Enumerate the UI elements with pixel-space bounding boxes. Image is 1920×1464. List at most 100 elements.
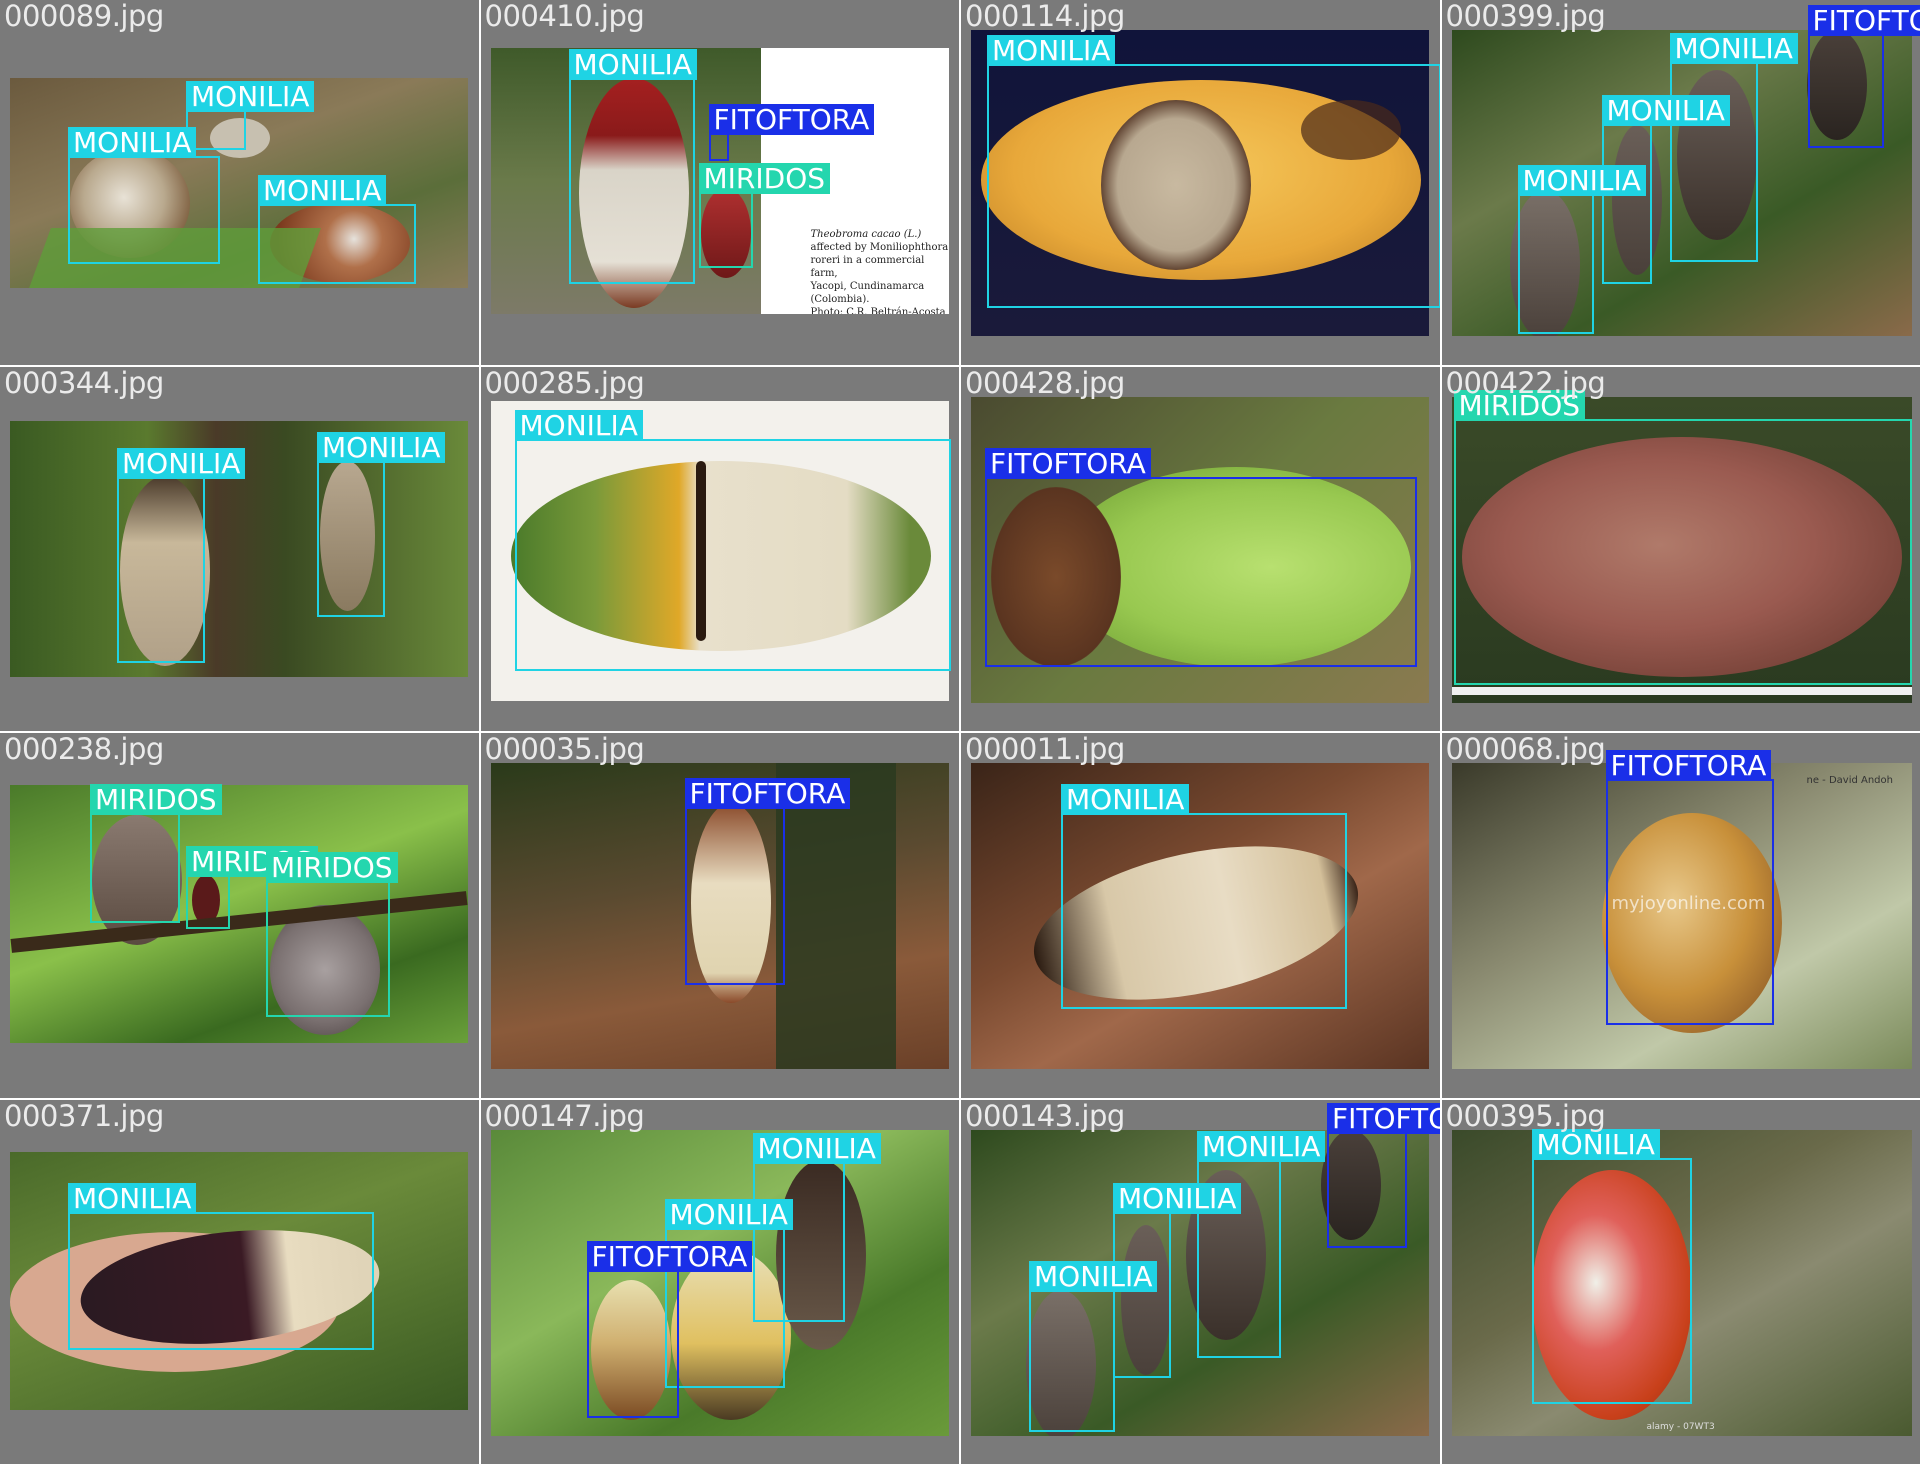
- detection-label: MONILIA: [987, 35, 1116, 66]
- image-tile: 000147.jpg MONILIA MONILIA FITOFTORA: [480, 1099, 959, 1464]
- caption-line: affected by Moniliophthora: [810, 242, 949, 253]
- detection-label: MONILIA: [117, 447, 246, 479]
- detection-box-miridos: MIRIDOS: [186, 846, 318, 929]
- cacao-photo: alamy - 07WT3: [1451, 1129, 1912, 1436]
- image-tile: 000344.jpg MONILIA MONILIA: [0, 366, 479, 731]
- detection-box-monilia: MONILIA: [186, 81, 315, 150]
- detection-label: MIRIDOS: [90, 784, 222, 815]
- detection-box-monilia: MONILIA: [317, 431, 446, 617]
- image-filename: 000344.jpg: [4, 366, 164, 400]
- detection-label: MONILIA: [514, 409, 643, 441]
- image-filename: 000089.jpg: [4, 0, 164, 33]
- detection-box-monilia: MONILIA: [1061, 784, 1347, 1009]
- cacao-photo: [971, 30, 1429, 336]
- detection-box-monilia: MONILIA: [1517, 165, 1646, 334]
- detection-label: FITOFTORA: [586, 1240, 753, 1272]
- detection-box-monilia: MONILIA: [1601, 95, 1730, 284]
- image-filename: 000395.jpg: [1445, 1099, 1606, 1133]
- detection-box-fitoftora: FITOFTORA: [1327, 1102, 1440, 1248]
- detection-box-miridos: MIRIDOS: [698, 163, 831, 268]
- watermark-text: myjoyonline.com: [1611, 893, 1766, 914]
- detection-box-fitoftora: FITOFTORA: [985, 447, 1417, 667]
- detection-box-monilia: MONILIA: [258, 175, 416, 284]
- image-tile: 000114.jpg MONILIA: [961, 0, 1440, 365]
- detection-label: FITOFTORA: [684, 778, 851, 809]
- detection-label: MONILIA: [664, 1198, 793, 1230]
- image-tile: 000428.jpg FITOFTORA: [961, 366, 1440, 731]
- detection-label: FITOFTORA: [1327, 1102, 1440, 1134]
- cacao-photo: myjoyonline.com ne - David Andoh: [1451, 763, 1912, 1069]
- cacao-photo: [490, 400, 949, 701]
- image-filename: 000410.jpg: [484, 0, 645, 33]
- detection-label: MIRIDOS: [698, 163, 831, 194]
- detection-label: MONILIA: [1029, 1260, 1158, 1292]
- image-filename: 000011.jpg: [965, 733, 1125, 766]
- cacao-photo: [490, 1129, 949, 1436]
- detection-label: MONILIA: [68, 127, 197, 158]
- detection-box-miridos: MIRIDOS: [90, 784, 222, 923]
- detection-label: FITOFTORA: [1605, 750, 1772, 781]
- image-tile: 000371.jpg MONILIA: [0, 1099, 479, 1464]
- credit-text: ne - David Andoh: [1806, 775, 1894, 786]
- image-filename: 000422.jpg: [1445, 366, 1606, 400]
- cacao-photo: [490, 763, 949, 1069]
- detection-label: MONILIA: [1531, 1128, 1660, 1160]
- detection-box-monilia: MONILIA: [68, 1182, 374, 1350]
- detection-label: MONILIA: [1061, 784, 1190, 815]
- detection-box-fitoftora: FITOFTORA: [708, 104, 875, 161]
- image-tile: myjoyonline.com ne - David Andoh 000068.…: [1441, 733, 1920, 1098]
- detection-box-monilia: MONILIA: [568, 49, 697, 284]
- detection-label: MIRIDOS: [1453, 389, 1586, 421]
- detection-label: MONILIA: [68, 1182, 197, 1214]
- image-tile: 000422.jpg MIRIDOS: [1441, 366, 1920, 731]
- detection-label: MONILIA: [1601, 95, 1730, 126]
- detection-box-monilia: MONILIA: [514, 409, 951, 671]
- image-tile: 000143.jpg FITOFTORA MONILIA MONILIA MON…: [961, 1099, 1440, 1464]
- image-tile: 000035.jpg FITOFTORA: [480, 733, 959, 1098]
- cacao-photo: [10, 78, 468, 288]
- image-tile: 000011.jpg MONILIA: [961, 733, 1440, 1098]
- detection-box-fitoftora: FITOFTORA: [1807, 5, 1920, 148]
- detection-box-miridos: MIRIDOS: [1453, 389, 1912, 685]
- detection-label: MONILIA: [186, 81, 315, 112]
- detection-box-fitoftora: FITOFTORA: [586, 1240, 753, 1418]
- image-filename: 000238.jpg: [4, 733, 164, 766]
- detection-label: FITOFTORA: [708, 104, 875, 135]
- detection-label: MIRIDOS: [266, 852, 398, 883]
- image-filename: 000147.jpg: [484, 1099, 645, 1133]
- detection-box-monilia: MONILIA: [68, 127, 220, 264]
- detection-box-monilia: MONILIA: [664, 1198, 793, 1388]
- image-filename: 000143.jpg: [965, 1099, 1125, 1133]
- image-filename: 000371.jpg: [4, 1099, 164, 1133]
- detection-label: MONILIA: [1197, 1130, 1326, 1162]
- caption-line: Theobroma cacao (L.): [810, 229, 922, 240]
- caption-line: Yacopi, Cundinamarca: [810, 281, 925, 292]
- detection-box-monilia: MONILIA: [1531, 1128, 1692, 1404]
- detection-box-monilia: MONILIA: [1197, 1130, 1326, 1358]
- detection-box-monilia: MONILIA: [1113, 1182, 1242, 1378]
- image-filename: 000285.jpg: [484, 366, 645, 400]
- detection-box-fitoftora: FITOFTORA: [684, 778, 851, 985]
- image-filename: 000428.jpg: [965, 366, 1125, 400]
- image-tile: 000089.jpg MONILIA MONILIA MONILIA: [0, 0, 479, 365]
- caption-line: Photo: C.R. Beltrán-Acosta: [810, 307, 946, 314]
- detection-label: MONILIA: [752, 1132, 881, 1164]
- detection-label: MONILIA: [258, 175, 387, 206]
- caption-line: roreri in a commercial farm,: [810, 255, 925, 279]
- cacao-photo: [10, 785, 468, 1043]
- detection-box-fitoftora: FITOFTORA: [1605, 750, 1774, 1025]
- detection-label: MONILIA: [1669, 33, 1798, 64]
- image-filename: 000068.jpg: [1445, 733, 1606, 766]
- cacao-photo: [971, 396, 1429, 703]
- image-tile: 000399.jpg FITOFTORA MONILIA MONILIA MON…: [1441, 0, 1920, 365]
- detection-box-monilia: MONILIA: [1029, 1260, 1158, 1432]
- detection-box-monilia: MONILIA: [1669, 33, 1798, 262]
- image-filename: 000035.jpg: [484, 733, 645, 766]
- image-tile: 000238.jpg MIRIDOS MIRIDOS MIRIDOS: [0, 733, 479, 1098]
- detection-label: MONILIA: [568, 49, 697, 80]
- image-filename: 000399.jpg: [1445, 0, 1606, 33]
- detection-label: MONILIA: [317, 431, 446, 463]
- image-filename: 000114.jpg: [965, 0, 1125, 33]
- image-tile: alamy - 07WT3 000395.jpg MONILIA: [1441, 1099, 1920, 1464]
